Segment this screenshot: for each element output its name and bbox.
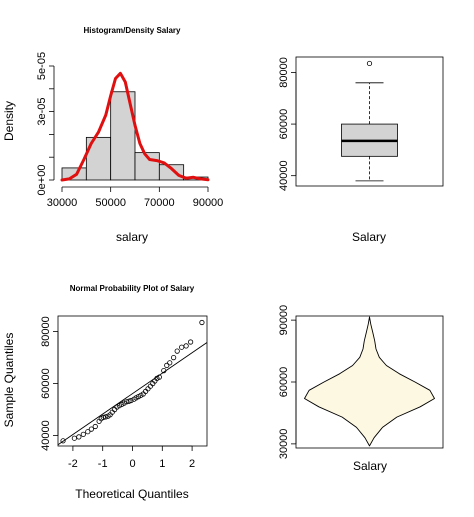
histogram-y-tick-label: 5e-05	[36, 52, 48, 80]
qq-point	[88, 426, 94, 432]
qq-point	[171, 354, 177, 361]
qq-point	[92, 423, 98, 430]
boxplot-y-tick-label: 40000	[278, 160, 290, 191]
qq-point	[174, 348, 180, 354]
qq-point	[80, 431, 86, 437]
violin-y-tick-label: 60000	[278, 367, 290, 398]
histogram-x-tick-label: 70000	[144, 197, 175, 209]
violin-panel: Salary 30000 60000 90000	[278, 305, 444, 473]
boxplot-y-tick-label: 80000	[278, 57, 290, 88]
density-curve	[60, 71, 210, 182]
qq-y-tick-label: 80000	[40, 316, 52, 347]
qq-point	[85, 429, 91, 435]
qq-point	[188, 339, 194, 345]
qq-point	[128, 397, 134, 404]
boxplot-x-label: Salary	[352, 230, 386, 244]
histogram-x-label: salary	[116, 230, 148, 244]
qq-point	[156, 374, 162, 380]
qq-point	[76, 434, 82, 440]
violin-x-label: Salary	[353, 459, 387, 473]
histogram-x-tick-label: 90000	[193, 197, 224, 209]
qq-point	[71, 435, 77, 441]
qq-point	[164, 362, 170, 368]
qq-x-tick-label: 0	[129, 458, 135, 470]
violin-y-tick-label: 30000	[278, 429, 290, 460]
violin-y-tick-label: 90000	[278, 305, 290, 336]
qq-x-label: Theoretical Quantiles	[75, 487, 188, 501]
qq-x-tick-label: -2	[68, 458, 78, 470]
qq-panel: Normal Probability Plot of Salary Theore…	[2, 284, 208, 501]
qq-point	[103, 414, 109, 420]
qq-x-tick-label: 2	[189, 458, 195, 470]
qq-point	[123, 399, 130, 405]
qq-point	[60, 438, 66, 444]
histogram-title: Histogram/Density Salary	[84, 26, 181, 35]
qq-point	[183, 343, 189, 349]
qq-y-tick-label: 60000	[40, 368, 52, 399]
histogram-y-label: Density	[2, 101, 16, 141]
histogram-y-tick-label: 0e+00	[36, 165, 48, 196]
qq-point	[179, 344, 185, 350]
qq-point	[100, 414, 106, 420]
qq-point	[161, 367, 167, 374]
histogram-panel: Histogram/Density Salary salary Density …	[2, 26, 223, 244]
boxplot-outlier	[366, 60, 373, 67]
qq-point	[167, 360, 173, 366]
qq-point	[199, 319, 205, 326]
qq-y-tick-label: 40000	[40, 420, 52, 451]
qq-y-label: Sample Quantiles	[2, 333, 16, 428]
histogram-x-tick-label: 30000	[47, 197, 78, 209]
qq-reference-line	[57, 342, 208, 446]
qq-x-tick-label: 1	[159, 458, 165, 470]
qq-title: Normal Probability Plot of Salary	[70, 284, 195, 293]
histogram-x-tick-label: 50000	[95, 197, 126, 209]
histogram-y-tick-label: 3e-05	[36, 98, 48, 126]
boxplot-panel: Salary 40000 60000 80000	[278, 56, 444, 244]
qq-x-tick-label: -1	[98, 458, 108, 470]
boxplot-y-tick-label: 60000	[278, 109, 290, 140]
violin-shape	[304, 316, 435, 447]
